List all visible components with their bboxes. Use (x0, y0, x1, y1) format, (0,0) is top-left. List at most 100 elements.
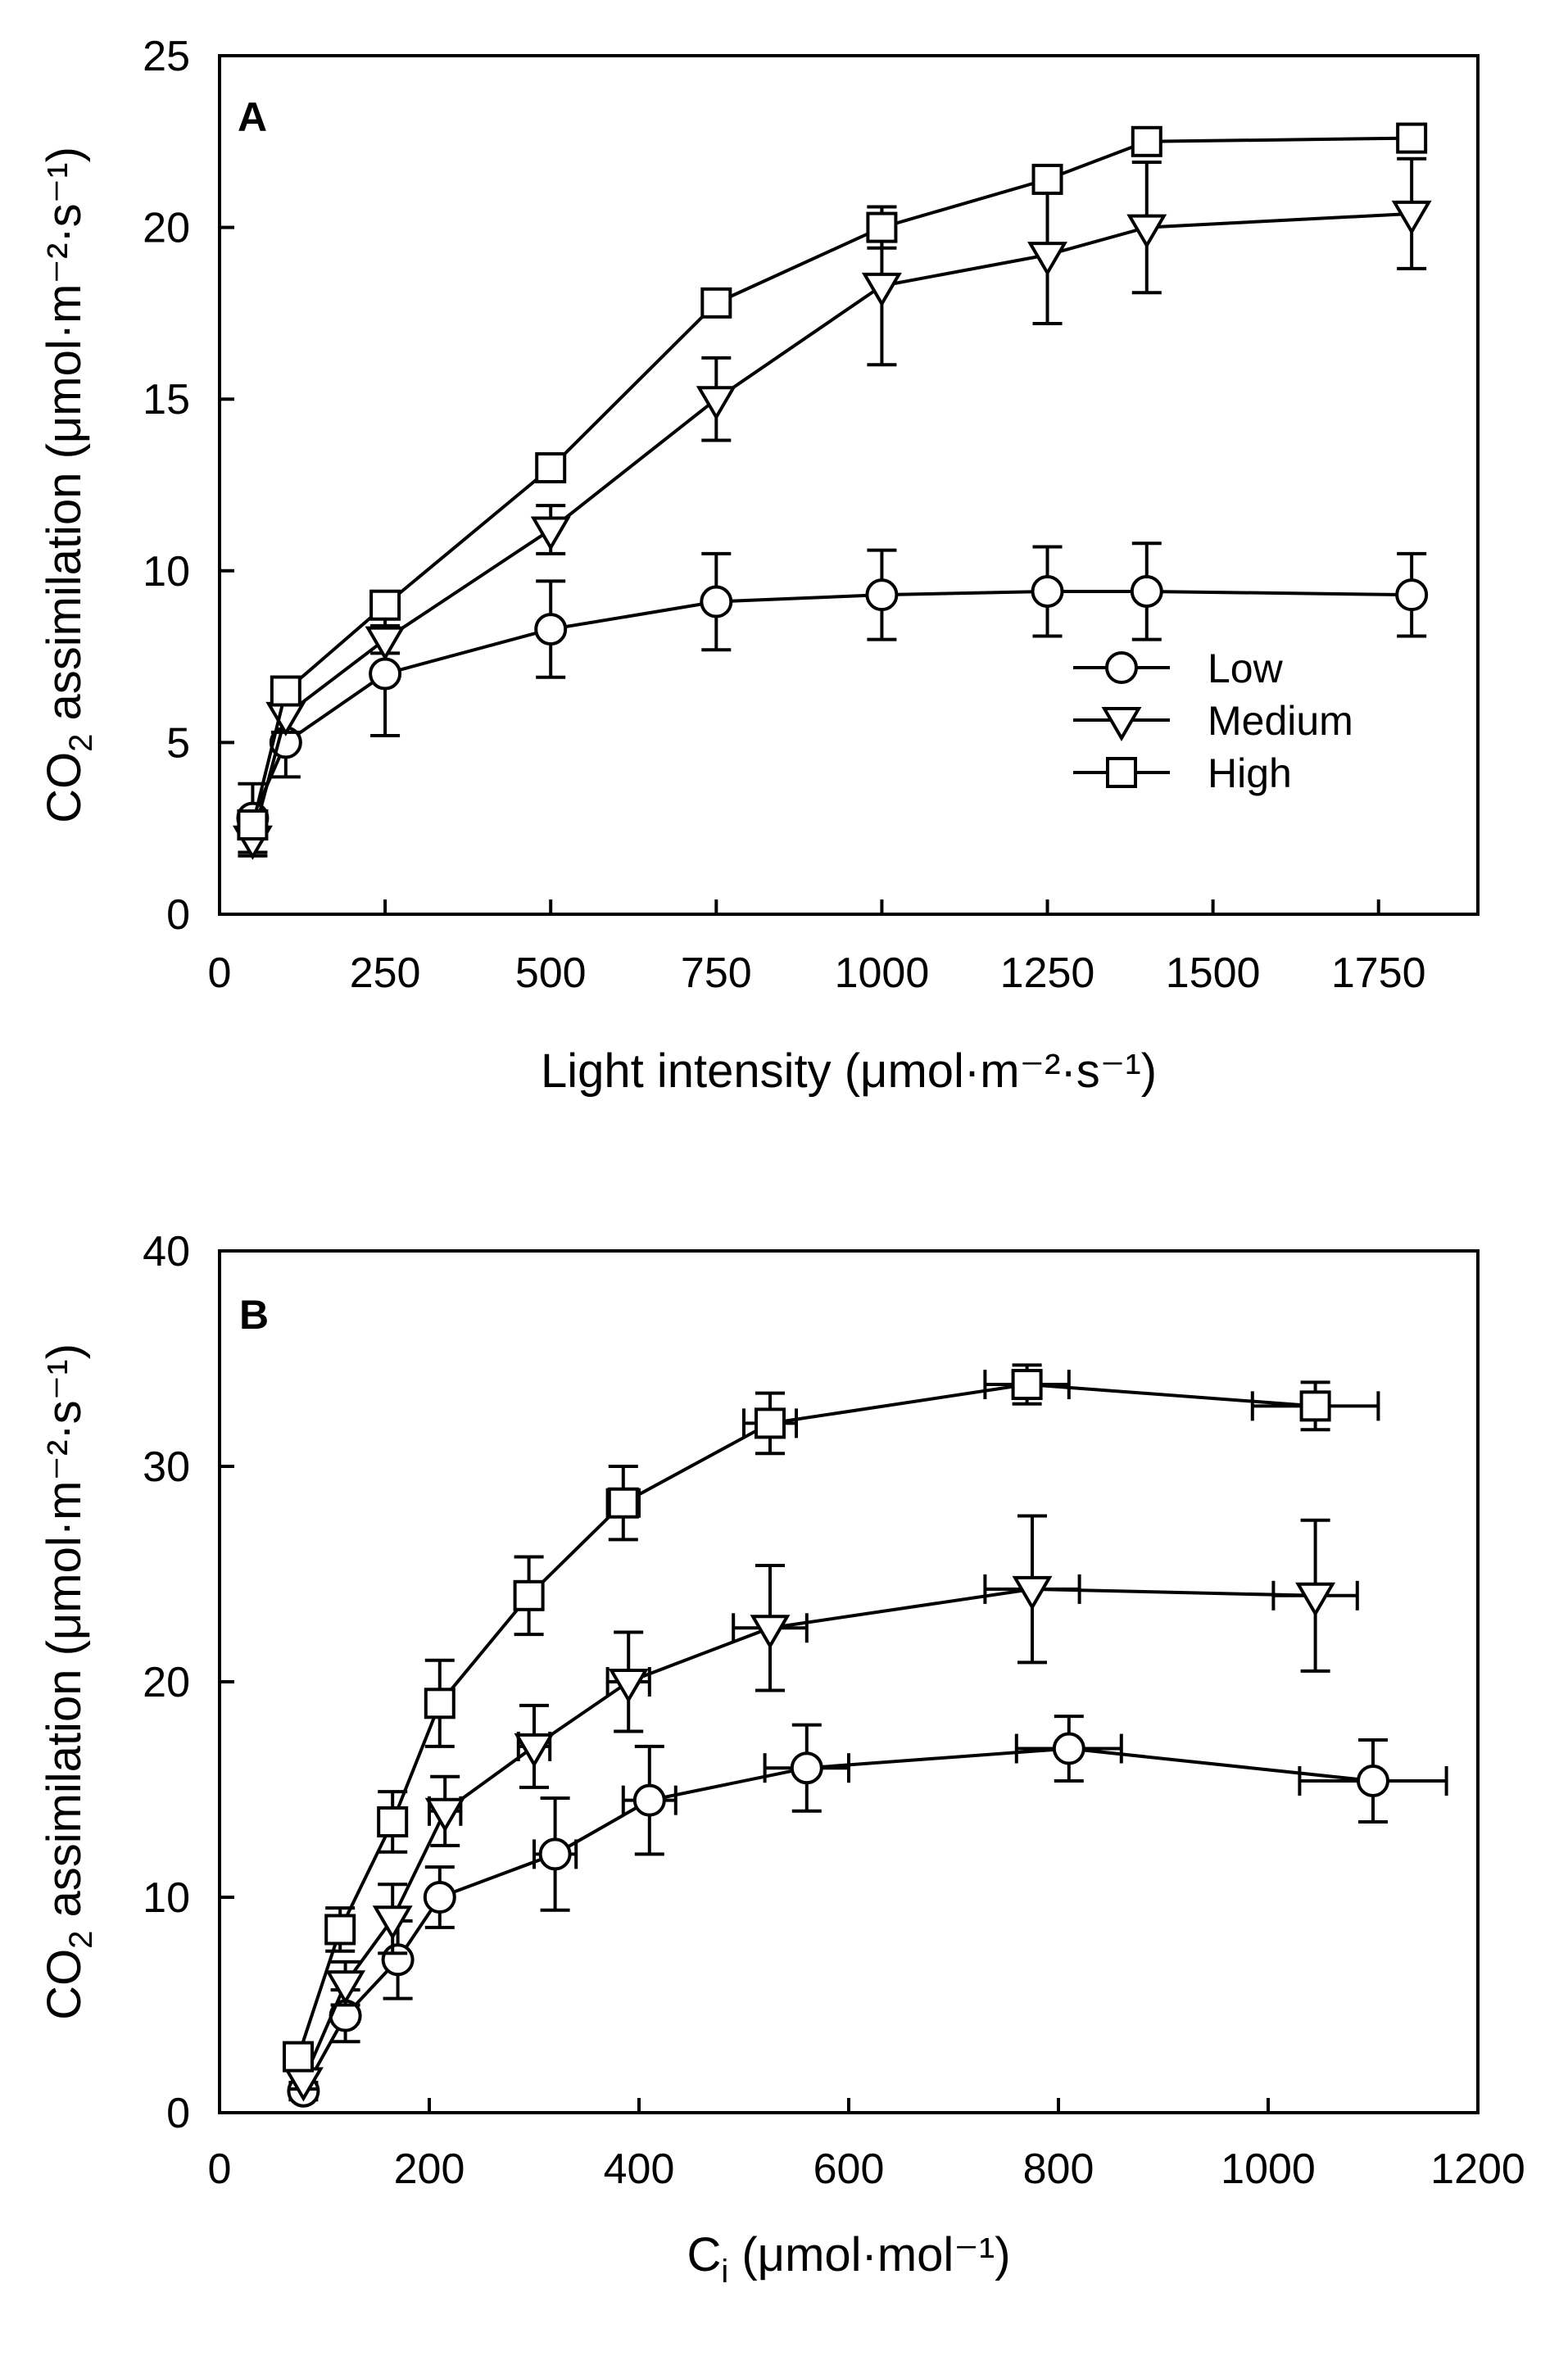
panel-b: 0 200 400 600 800 1000 1200 0 10 20 30 40 B Ci (μmo… (38, 1228, 1525, 2290)
legend-label-high: High (1208, 750, 1292, 796)
data-point-medium (372, 1905, 413, 1941)
x-axis-title-b: Ci (μmol·mol⁻¹) (687, 2228, 1010, 2290)
data-point-high (755, 1407, 786, 1439)
legend-entry-medium: Medium (1073, 698, 1353, 744)
y-tick-label-b: 10 (143, 1874, 190, 1922)
axes-a: 0 250 500 750 1000 1250 1500 1750 0 5 10 15 20 25 (143, 33, 1425, 997)
data-point-medium (325, 1970, 366, 2005)
y-axis-title-a: CO2 assimilation (μmol·m⁻²·s⁻¹) (38, 147, 99, 823)
data-point-medium (608, 1669, 649, 1703)
data-point-low (790, 1751, 823, 1785)
legend: Low Medium High (1073, 646, 1353, 796)
data-point-high (237, 809, 269, 841)
series-line-medium (301, 1587, 1316, 2082)
legend-marker-low (1105, 651, 1138, 684)
x-tick-label-b: 400 (604, 2145, 675, 2193)
series-layer-b (283, 1363, 1448, 2108)
legend-label-medium: Medium (1208, 698, 1353, 744)
y-tick-label-a: 25 (143, 33, 190, 80)
plot-frame-b (218, 1249, 1480, 2114)
legend-entry-low: Low (1073, 646, 1284, 691)
x-tick-label-a: 750 (681, 949, 752, 997)
data-point-high (1131, 125, 1162, 157)
x-tick-label-a: 1750 (1331, 949, 1426, 997)
data-point-high (1011, 1369, 1043, 1401)
data-point-medium (514, 1733, 555, 1768)
axes-b: 0 200 400 600 800 1000 1200 0 10 20 30 40 (143, 1228, 1525, 2193)
x-tick-label-b: 1200 (1430, 2145, 1525, 2193)
data-point-low (632, 1783, 666, 1817)
series-high-b (283, 1363, 1380, 2073)
data-point-high (324, 1914, 356, 1946)
data-point-high (700, 287, 732, 319)
data-point-high (535, 452, 567, 484)
panel-a: 0 250 500 750 1000 1250 1500 1750 0 5 10 15 20 25 A L… (38, 33, 1480, 1098)
data-point-low (700, 585, 733, 618)
data-point-medium (424, 1797, 465, 1833)
x-tick-label-a: 0 (208, 949, 232, 997)
series-high-a (237, 122, 1428, 841)
data-point-high (377, 1805, 409, 1837)
x-tick-label-b: 600 (813, 2145, 885, 2193)
x-axis-title-a: Light intensity (μmol·m⁻²·s⁻¹) (541, 1044, 1157, 1098)
x-tick-label-a: 1500 (1166, 949, 1261, 997)
data-point-medium (265, 701, 306, 736)
x-tick-label-a: 1000 (835, 949, 930, 997)
series-medium-b (283, 1514, 1359, 2102)
data-point-medium (530, 516, 571, 551)
data-point-low (369, 657, 402, 691)
y-axis-title-b: CO2 assimilation (μmol·m⁻²·s⁻¹) (38, 1343, 99, 2020)
x-tick-label-b: 0 (208, 2145, 232, 2193)
data-point-low (381, 1943, 415, 1977)
y-tick-label-b: 0 (166, 2090, 190, 2137)
data-point-low (534, 613, 568, 646)
data-point-low (865, 578, 899, 612)
x-tick-label-a: 500 (515, 949, 587, 997)
y-tick-label-a: 5 (166, 719, 190, 767)
data-point-high (1396, 122, 1428, 154)
data-point-low (1130, 574, 1163, 608)
data-point-low (1052, 1732, 1085, 1765)
data-point-medium (1126, 214, 1167, 249)
series-low-b (287, 1715, 1448, 2108)
data-point-medium (365, 626, 406, 661)
data-point-high (424, 1688, 455, 1719)
panel-label-a: A (238, 94, 267, 140)
y-tick-label-a: 10 (143, 548, 190, 596)
x-tick-label-b: 200 (394, 2145, 465, 2193)
data-point-medium (1012, 1575, 1053, 1611)
x-tick-label-a: 250 (350, 949, 421, 997)
legend-label-low: Low (1208, 646, 1284, 691)
legend-entry-high: High (1073, 750, 1292, 796)
series-layer-a (232, 122, 1432, 860)
data-point-medium (1027, 242, 1068, 277)
data-point-high (283, 2041, 314, 2073)
data-point-medium (861, 272, 902, 307)
y-tick-label-b: 20 (143, 1659, 190, 1706)
data-point-high (270, 675, 301, 707)
data-point-medium (1391, 200, 1432, 235)
data-point-high (369, 589, 401, 621)
data-point-medium (750, 1615, 791, 1650)
y-tick-label-b: 40 (143, 1228, 190, 1275)
data-point-low (1395, 578, 1429, 612)
series-line-medium (251, 211, 1412, 840)
data-point-high (513, 1579, 545, 1611)
panel-label-b: B (239, 1292, 269, 1338)
data-point-medium (696, 386, 736, 421)
data-point-high (1299, 1390, 1331, 1422)
x-tick-label-b: 800 (1023, 2145, 1094, 2193)
plot-frame-a (218, 54, 1480, 916)
legend-marker-medium (1101, 707, 1142, 741)
x-tick-label-a: 1250 (1000, 949, 1095, 997)
series-line-high (297, 1383, 1316, 2058)
data-point-high (1031, 163, 1063, 195)
y-tick-label-a: 15 (143, 376, 190, 424)
data-point-high (607, 1487, 639, 1519)
data-point-medium (1295, 1582, 1336, 1617)
data-point-low (1357, 1764, 1389, 1797)
legend-marker-high (1106, 757, 1137, 788)
y-tick-label-a: 20 (143, 205, 190, 252)
y-tick-label-a: 0 (166, 891, 190, 939)
